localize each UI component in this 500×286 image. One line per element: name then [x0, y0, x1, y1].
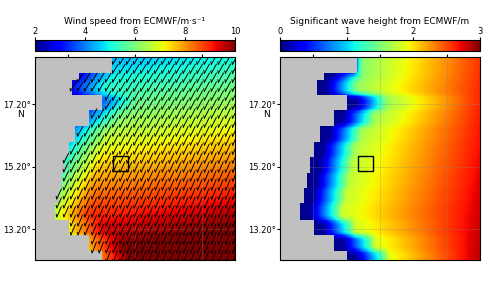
Text: N: N	[18, 110, 24, 119]
Bar	[358, 156, 374, 171]
Bar	[114, 156, 128, 171]
X-axis label: Significant wave height from ECMWF/m: Significant wave height from ECMWF/m	[290, 17, 470, 26]
Text: N: N	[262, 110, 270, 119]
X-axis label: Wind speed from ECMWF/m·s⁻¹: Wind speed from ECMWF/m·s⁻¹	[64, 17, 206, 26]
